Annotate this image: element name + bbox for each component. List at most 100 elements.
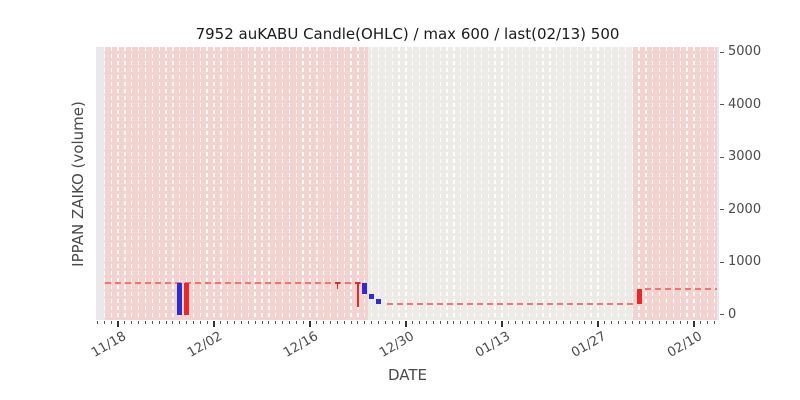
y-tick: [719, 51, 724, 53]
x-minor-tick: [700, 320, 702, 324]
day-gridline: [707, 47, 709, 320]
x-minor-tick: [659, 320, 661, 324]
x-minor-tick: [508, 320, 510, 324]
background-span: [104, 47, 369, 320]
x-minor-tick: [295, 320, 297, 324]
y-axis-label: IPPAN ZAIKO (volume): [69, 101, 87, 267]
x-minor-tick: [165, 320, 167, 324]
day-gridline: [672, 47, 675, 320]
x-minor-tick: [535, 320, 537, 324]
day-gridline: [405, 47, 407, 320]
day-gridline: [679, 47, 681, 320]
day-gridline: [713, 47, 716, 320]
x-minor-tick: [240, 320, 242, 324]
day-gridline: [556, 47, 558, 320]
close-dashed-line: [645, 287, 717, 290]
day-gridline: [247, 47, 249, 320]
y-tick-label: 2000: [728, 201, 762, 217]
day-gridline: [604, 47, 606, 320]
x-minor-tick: [672, 320, 674, 324]
close-dashed-line: [386, 303, 633, 306]
y-tick-label: 5000: [728, 44, 762, 60]
y-tick: [719, 261, 724, 263]
x-minor-tick: [460, 320, 462, 324]
day-gridline: [179, 47, 181, 320]
x-minor-tick: [268, 320, 270, 324]
x-minor-tick: [419, 320, 421, 324]
x-minor-tick: [254, 320, 256, 324]
x-minor-tick: [330, 320, 332, 324]
y-tick-label: 0: [728, 306, 737, 322]
day-gridline: [329, 47, 332, 320]
day-gridlines-layer: [96, 47, 719, 320]
x-minor-tick: [439, 320, 441, 324]
day-gridline: [535, 47, 537, 320]
day-gridline: [425, 47, 428, 320]
x-minor-tick: [556, 320, 558, 324]
day-gridline: [439, 47, 441, 320]
x-tick-label: 12/30: [376, 329, 417, 361]
day-gridline: [700, 47, 702, 320]
close-dashed-line: [104, 282, 363, 285]
candle-wick: [336, 283, 339, 289]
background-span: [632, 47, 717, 320]
x-minor-tick: [474, 320, 476, 324]
plot-area: [96, 47, 719, 320]
x-minor-tick: [378, 320, 380, 324]
x-minor-tick: [453, 320, 455, 324]
x-minor-tick: [432, 320, 434, 324]
day-gridline: [412, 47, 414, 320]
x-minor-tick: [247, 320, 249, 324]
day-gridline: [364, 47, 366, 320]
x-major-tick: [597, 320, 599, 327]
x-minor-tick: [103, 320, 105, 324]
day-gridline: [398, 47, 400, 320]
x-minor-tick: [679, 320, 681, 324]
x-tick-label: 01/27: [568, 329, 609, 361]
x-minor-tick: [638, 320, 640, 324]
x-minor-tick: [158, 320, 160, 324]
day-gridline: [384, 47, 387, 320]
day-gridline: [453, 47, 455, 320]
day-gridline: [103, 47, 105, 320]
day-gridline: [473, 47, 476, 320]
x-minor-tick: [96, 320, 98, 324]
day-gridline: [158, 47, 160, 320]
y-tick: [719, 104, 724, 106]
candle-body: [636, 288, 642, 305]
x-minor-tick: [302, 320, 304, 324]
day-gridline: [261, 47, 263, 320]
day-gridline: [624, 47, 627, 320]
day-gridline: [275, 47, 277, 320]
x-axis-label: DATE: [387, 366, 428, 384]
x-minor-tick: [124, 320, 126, 324]
x-minor-tick: [480, 320, 482, 324]
x-minor-tick: [343, 320, 345, 324]
x-minor-tick: [151, 320, 153, 324]
x-minor-tick: [371, 320, 373, 324]
y-tick-label: 1000: [728, 254, 762, 270]
day-gridline: [350, 47, 352, 320]
y-tick: [719, 209, 724, 211]
day-gridline: [233, 47, 236, 320]
day-gridline: [631, 47, 633, 320]
x-minor-tick: [576, 320, 578, 324]
day-gridline: [563, 47, 565, 320]
day-gridline: [542, 47, 544, 320]
x-minor-tick: [542, 320, 544, 324]
day-gridline: [665, 47, 668, 320]
day-gridline: [611, 47, 613, 320]
candle-body: [376, 299, 382, 305]
day-gridline: [323, 47, 325, 320]
day-gridline: [144, 47, 147, 320]
x-tick-label: 02/10: [664, 329, 705, 361]
x-minor-tick: [707, 320, 709, 324]
x-minor-tick: [282, 320, 284, 324]
candle-wick: [357, 283, 359, 307]
day-gridline: [501, 47, 503, 320]
day-gridline: [110, 47, 112, 320]
y-tick-label: 3000: [728, 149, 762, 165]
day-gridline: [460, 47, 462, 320]
day-gridline: [686, 47, 688, 320]
